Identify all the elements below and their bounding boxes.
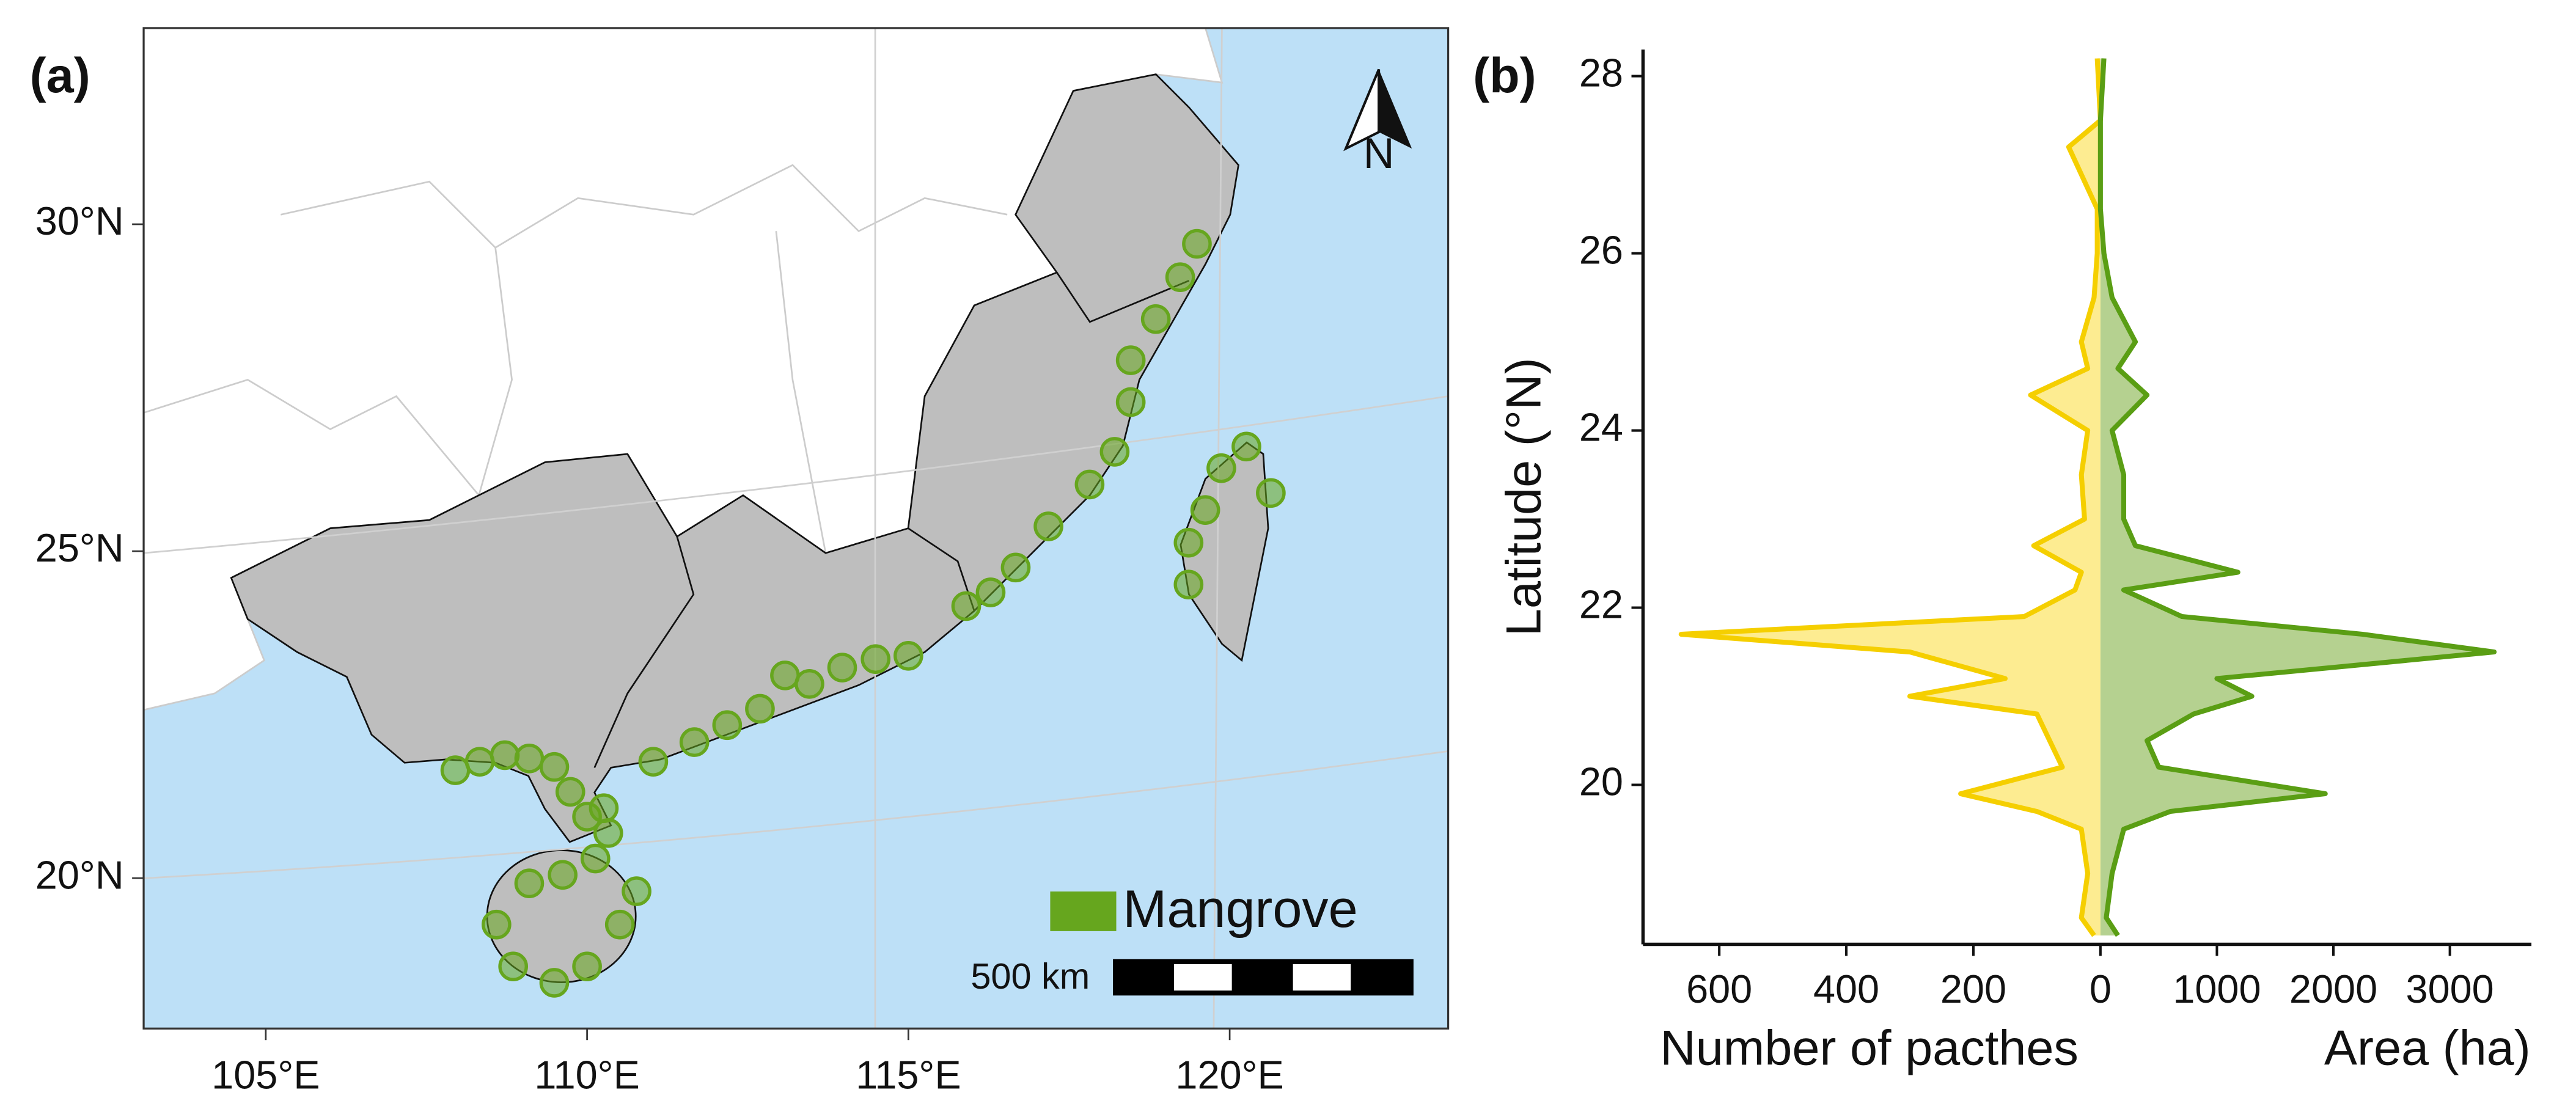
y-tick-label: 28 <box>1579 51 1623 95</box>
mangrove-site <box>548 860 578 890</box>
x-tick-label: 400 <box>1813 967 1879 1011</box>
mangrove-site <box>589 793 619 823</box>
area-outline <box>2097 58 2497 937</box>
legend-key <box>1050 891 1117 931</box>
area <box>2100 58 2495 936</box>
mangrove-site <box>1074 469 1105 500</box>
province-border <box>144 378 480 496</box>
graticule <box>144 27 1448 1029</box>
scale-bar-block <box>1113 959 1414 996</box>
mangrove-site <box>1190 495 1220 525</box>
province-border <box>775 231 827 554</box>
province-border <box>1056 272 1189 323</box>
mangrove-site <box>464 747 495 777</box>
y-tick-label: 30°N <box>35 199 124 243</box>
mangrove-site <box>1165 262 1195 292</box>
x-axis-title: Number of pacthes <box>1660 1021 2079 1076</box>
scale-bar <box>1113 959 1414 996</box>
legend-label: Mangrove <box>1123 880 1357 939</box>
mangrove-site <box>539 968 570 998</box>
scale-bar-block <box>1293 964 1351 991</box>
x-tick-label: 600 <box>1686 967 1752 1011</box>
y-tick-label: 26 <box>1579 228 1623 273</box>
mangrove-site <box>679 727 710 757</box>
panel-label: (a) <box>30 48 90 103</box>
x-tick-label: 110°E <box>534 1052 640 1097</box>
mangrove-sites <box>440 229 1286 998</box>
mangrove-site <box>1115 345 1146 375</box>
mangrove-site <box>712 710 743 741</box>
mangrove-site <box>498 951 528 981</box>
mangrove-site <box>638 747 669 777</box>
x-tick-label: 0 <box>2090 967 2112 1011</box>
mangrove-site <box>580 843 611 874</box>
mangrove-site <box>1206 453 1236 483</box>
panel-label: (b) <box>1473 48 1536 103</box>
mangrove-site <box>514 868 545 899</box>
mangrove-site <box>514 744 545 774</box>
map-base <box>144 27 1448 1029</box>
mangrove-site <box>1173 527 1204 558</box>
province-border <box>281 164 1008 249</box>
mangrove-site <box>1256 478 1286 508</box>
x-tick-label: 115°E <box>856 1052 961 1097</box>
map-frame <box>142 27 1450 1030</box>
north-label: N <box>1363 129 1395 177</box>
scale-bar-label: 500 km <box>971 956 1090 997</box>
mangrove-site <box>604 909 635 940</box>
mangrove-site <box>622 876 651 906</box>
mangrove-site <box>1033 511 1063 541</box>
mangrove-site <box>1115 387 1146 417</box>
mangrove-site <box>572 951 602 981</box>
x-tick-label: 200 <box>1940 967 2006 1011</box>
x-tick-label: 3000 <box>2406 967 2494 1011</box>
province-border <box>593 536 695 768</box>
mangrove-site <box>951 591 982 621</box>
y-axis-title: Latitude (°N) <box>1497 357 1552 636</box>
scale-bar-block <box>1174 964 1232 991</box>
mangrove-site <box>1231 431 1261 462</box>
mangrove-site <box>1173 569 1204 599</box>
mangrove-site <box>1000 552 1031 583</box>
y-tick-label: 22 <box>1579 582 1623 627</box>
mangrove-site <box>1099 437 1130 467</box>
mangrove-site <box>539 752 570 782</box>
x-tick-label: 1000 <box>2173 967 2261 1011</box>
mangrove-site <box>794 669 824 699</box>
mangrove-site <box>745 694 775 724</box>
x-tick-label: 2000 <box>2289 967 2377 1011</box>
y-tick-label: 20 <box>1579 759 1623 804</box>
mangrove-site <box>593 818 623 848</box>
mangrove-site <box>770 661 800 690</box>
x-tick-label: 105°E <box>211 1052 320 1097</box>
x-axis-title: Area (ha) <box>2324 1021 2531 1076</box>
mangrove-site <box>975 577 1006 607</box>
mangrove-site <box>827 653 857 683</box>
area-outline <box>1678 58 2103 937</box>
mangrove-site <box>861 644 891 674</box>
mangrove-site <box>555 777 585 807</box>
y-tick-label: 25°N <box>35 525 124 570</box>
mangrove-site <box>1182 229 1212 259</box>
mangrove-site <box>440 755 471 785</box>
y-tick-label: 20°N <box>35 852 124 897</box>
y-tick-label: 24 <box>1579 405 1623 450</box>
mangrove-site <box>490 740 520 770</box>
mangrove-site <box>482 909 512 940</box>
x-tick-label: 120°E <box>1175 1052 1283 1097</box>
mangrove-site <box>1140 304 1171 334</box>
area <box>1681 58 2101 936</box>
province-border <box>478 247 513 496</box>
mangrove-site <box>894 640 923 671</box>
